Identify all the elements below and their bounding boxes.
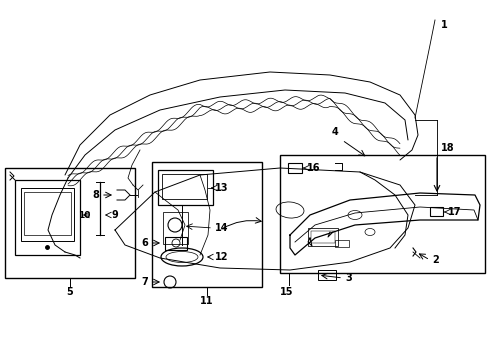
Text: 11: 11: [200, 296, 213, 306]
Bar: [162, 174, 206, 199]
Bar: [21, 188, 74, 241]
Bar: [280, 155, 484, 273]
Bar: [310, 231, 334, 243]
Bar: [15, 180, 80, 255]
Text: 16: 16: [306, 163, 320, 173]
Text: 8: 8: [92, 190, 99, 200]
Text: 13: 13: [215, 183, 228, 193]
Bar: [163, 212, 187, 244]
Bar: [152, 162, 262, 287]
Text: 5: 5: [66, 287, 73, 297]
Bar: [334, 240, 348, 247]
Text: 9: 9: [112, 210, 119, 220]
Bar: [164, 237, 186, 250]
Text: 2: 2: [431, 255, 438, 265]
Text: 3: 3: [345, 273, 351, 283]
Text: 10: 10: [78, 211, 90, 220]
Bar: [429, 207, 442, 216]
Text: 1: 1: [440, 20, 447, 30]
Bar: [24, 192, 71, 235]
Bar: [158, 170, 213, 205]
Text: 7: 7: [141, 277, 148, 287]
Text: 17: 17: [447, 207, 461, 217]
Text: 6: 6: [141, 238, 148, 248]
Text: 14: 14: [215, 223, 228, 233]
Text: 15: 15: [280, 287, 293, 297]
Bar: [317, 270, 335, 280]
Text: 12: 12: [215, 252, 228, 262]
Bar: [307, 228, 337, 246]
Text: 4: 4: [331, 127, 338, 137]
Bar: [5, 168, 135, 278]
Bar: [287, 163, 302, 173]
Text: 18: 18: [440, 143, 454, 153]
